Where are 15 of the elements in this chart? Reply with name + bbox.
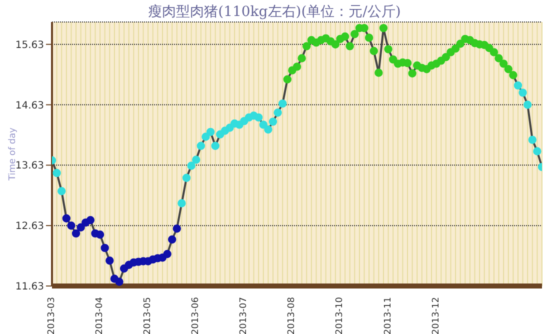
- x-tick-label: 2013-04: [95, 296, 106, 334]
- y-tick-label: 14.63: [15, 100, 44, 112]
- x-tick-label: 2013-03: [47, 297, 57, 334]
- y-tick-label: 13.63: [15, 160, 44, 172]
- chart-title: 瘦肉型肉猪(110kg左右)(单位：元/公斤): [147, 3, 402, 21]
- x-tick-label: 2013-06: [191, 296, 202, 334]
- x-tick-label: 2013-08: [287, 296, 298, 334]
- y-tick-label: 15.63: [15, 40, 44, 51]
- x-tick-label: 2013-10: [335, 296, 346, 334]
- x-tick-label: 2013-05: [143, 297, 154, 334]
- x-tick-label: 2013-11: [383, 297, 394, 334]
- y-tick-label: 12.63: [15, 221, 44, 232]
- x-tick-label: 2013-07: [239, 297, 250, 334]
- y-tick-label: 11.63: [15, 282, 44, 293]
- x-tick-label: 2013-12: [431, 297, 442, 334]
